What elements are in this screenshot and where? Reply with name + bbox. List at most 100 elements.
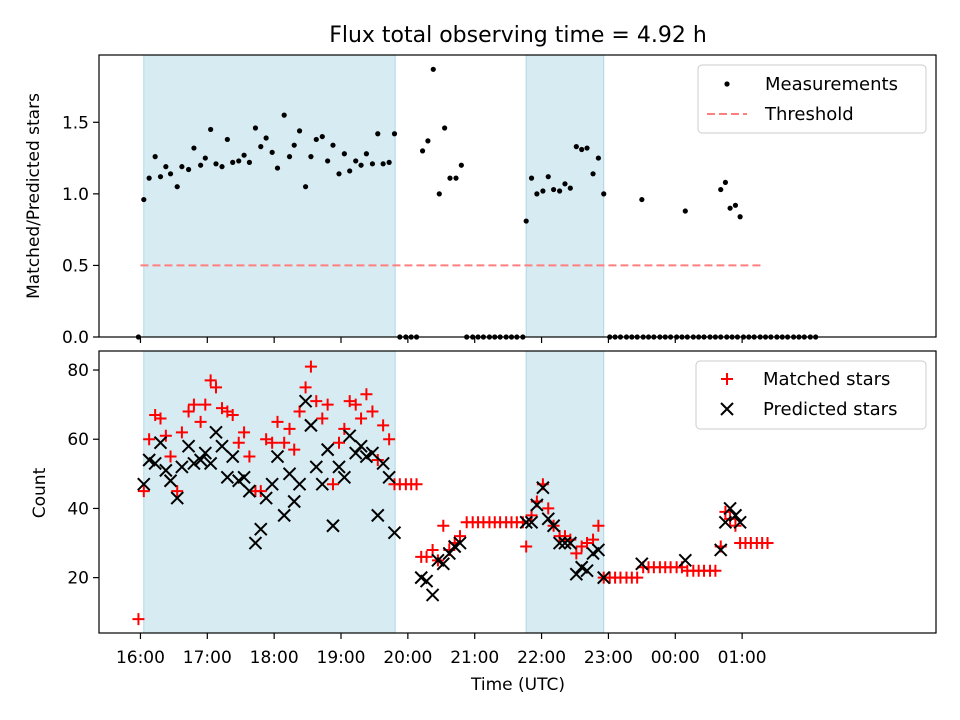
predicted-star-point [723,501,737,516]
measurement-point [601,191,607,197]
measurement-point [313,136,319,143]
measurement-point [540,188,546,194]
measurement-point [157,174,164,180]
measurement-point [281,112,287,118]
predicted-star-point [342,429,357,443]
measurement-point [246,159,253,165]
predicted-star-point [163,474,178,488]
measurement-point [551,186,557,193]
matched-star-point [283,422,296,435]
matched-star-point [278,436,291,449]
predicted-star-point [569,567,584,581]
measurement-point [523,218,529,224]
predicted-star-point [159,463,173,478]
matched-star-point [326,478,339,491]
matched-star-point [321,398,334,411]
legend-measurement-marker [724,81,730,87]
legend-predicted-marker [720,402,734,416]
predicted-star-point [277,508,291,523]
measurement-point [202,155,208,161]
predicted-star-point [349,446,363,460]
measurement-point [358,162,364,168]
matched-star-point [709,564,722,577]
matched-star-point [570,547,583,560]
x-tick-label: 20:00 [383,648,432,668]
matched-star-point [232,436,245,449]
matched-star-point [293,405,306,418]
predicted-star-points [137,394,747,602]
measurement-point [727,205,733,211]
matched-star-point [238,426,251,439]
predicted-star-point [175,460,189,474]
observing-window [143,350,396,634]
measurement-point [208,126,214,133]
ratio-panel: 0.0 0.5 1.0 1.5 Matched/Predicted stars Mea… [24,54,937,348]
x-tick-label: 18:00 [250,648,299,668]
top-shaded-intervals [143,54,605,338]
legend-threshold-label: Threshold [764,104,854,125]
measurement-point [286,154,293,160]
bottom-x-ticks: 16:00 17:00 18:00 19:00 20:00 21:00 22:00 23:00… [116,633,767,668]
measurement-point [380,161,386,167]
predicted-star-point [148,456,162,471]
measurement-point [447,175,453,181]
matched-star-point [355,412,368,425]
measurement-point [167,171,174,177]
legend-matched-label: Matched stars [763,369,890,390]
measurement-point [269,149,275,155]
measurement-point [198,162,204,168]
predicted-star-point [270,449,285,464]
matched-star-point [410,478,423,491]
matched-star-point [310,395,323,408]
predicted-star-point [519,515,533,529]
measurement-point [567,185,573,191]
matched-star-point [343,395,356,408]
x-tick-label: 19:00 [317,648,366,668]
measurement-point [174,184,180,190]
bottom-legend: Matched stars Predicted stars [695,360,927,430]
predicted-star-point [282,467,297,481]
measurement-point [302,184,309,190]
measurement-point [185,166,192,173]
matched-star-point [520,540,533,553]
x-tick-label: 23:00 [584,648,633,668]
measurement-point [425,138,431,144]
matched-star-point [164,450,177,463]
predicted-star-point [536,480,550,495]
matched-star-point [333,436,346,449]
predicted-star-point [591,543,606,557]
measurement-point [263,135,269,141]
measurement-point [682,208,688,214]
predicted-star-point [242,484,257,498]
measurement-point [325,158,331,164]
matched-star-point [631,571,644,584]
measurement-point [152,154,158,160]
matched-star-point [383,433,396,446]
predicted-star-point [354,439,368,453]
measurement-point [146,175,152,181]
predicted-star-point [382,470,396,485]
top-axes-frame [98,54,937,338]
measurement-point [545,174,551,180]
measurement-point [308,154,314,160]
matched-star-point [154,412,167,425]
bottom-legend-box [695,360,927,430]
predicted-star-point [187,456,201,471]
predicted-star-point [546,519,561,533]
predicted-star-point [298,394,313,408]
legend-measurements-label: Measurements [765,74,898,95]
matched-star-point [377,419,390,432]
measurement-point [732,202,739,208]
predicted-star-point [142,453,156,467]
measurement-point [453,175,459,181]
measurement-point [336,171,342,177]
bottom-y-axis-label: Count [30,467,50,518]
x-tick-label: 17:00 [183,648,232,668]
predicted-star-point [524,515,539,529]
predicted-star-point [215,439,229,453]
measurement-point [557,188,563,194]
measurement-point [363,151,370,157]
measurement-point [436,191,442,197]
top-x-ticks [139,337,743,343]
